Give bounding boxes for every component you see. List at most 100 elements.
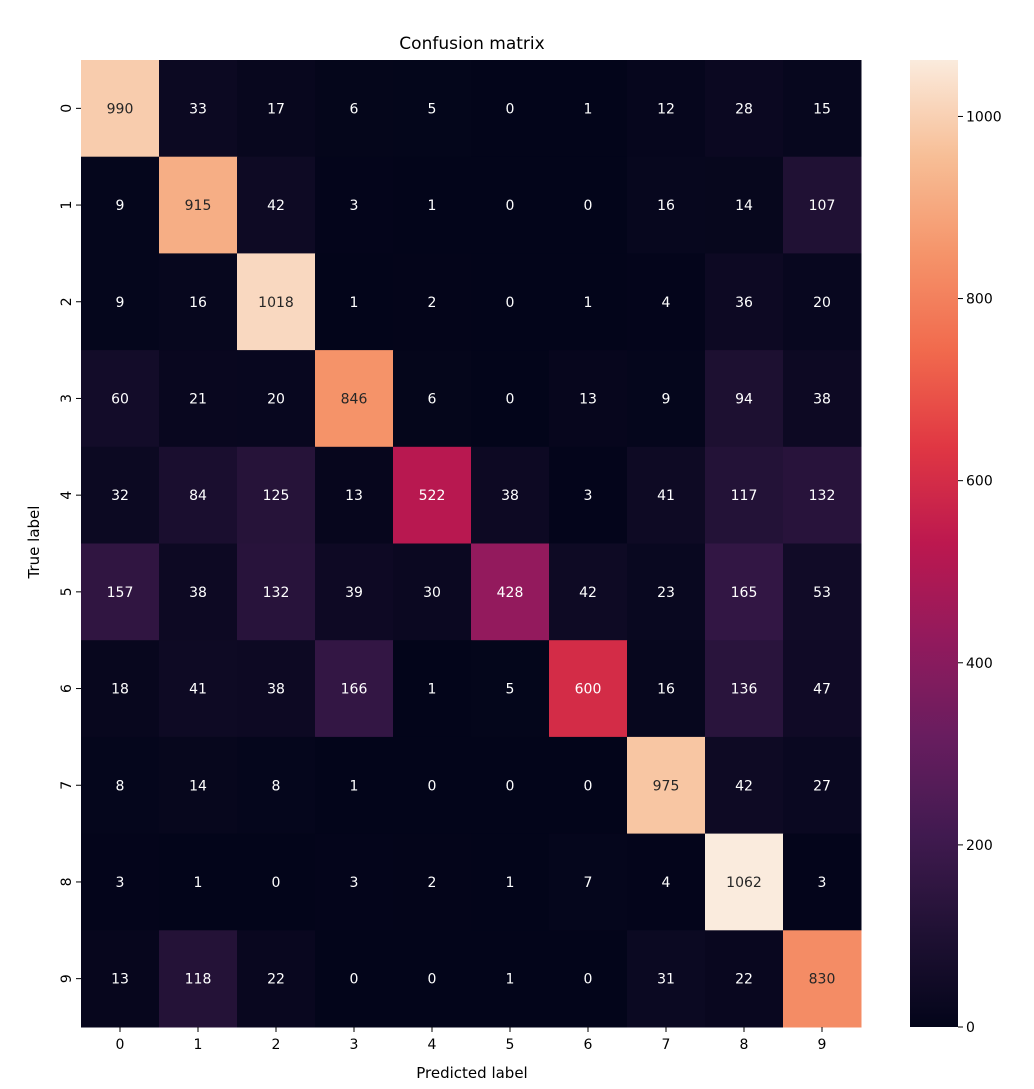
cell-value-label: 0 [584,198,593,214]
y-axis-ticks: 0 1 2 3 4 5 6 7 8 9 [59,104,81,983]
cell-value-label: 15 [813,101,831,117]
cell-value-label: 0 [350,972,359,988]
cell-value-label: 38 [501,488,519,504]
heatmap-cell [705,736,784,835]
heatmap-cell [783,446,862,544]
cell-value-label: 846 [341,391,368,407]
cell-value-label: 0 [506,295,515,311]
heatmap-cell [159,640,238,738]
x-tick-label: 7 [662,1037,671,1053]
cell-value-label: 428 [497,585,524,601]
cell-value-label: 36 [735,295,753,311]
heatmap-cell [627,640,706,738]
cell-value-label: 1 [584,295,593,311]
cell-value-label: 0 [506,198,515,214]
heatmap-cell [159,930,238,1028]
cell-value-label: 1062 [726,875,762,891]
heatmap-cell [627,350,706,448]
cell-value-label: 1 [350,778,359,794]
heatmap-cell [549,60,628,158]
heatmap-cell [549,253,628,351]
cell-value-label: 4 [662,295,671,311]
heatmap-cell [705,253,784,351]
heatmap-cell [393,930,472,1028]
heatmap-cell [705,446,784,544]
heatmap-cell [393,543,472,641]
colorbar-ticks: 0 200 400 600 800 1000 [958,109,1002,1036]
heatmap-cell [159,350,238,448]
cell-value-label: 12 [657,101,675,117]
cell-value-label: 830 [809,972,836,988]
x-tick-label: 5 [506,1037,515,1053]
cell-value-label: 18 [111,682,129,698]
heatmap-cell [471,543,550,641]
cell-value-label: 6 [428,391,437,407]
heatmap-cell [471,736,550,835]
heatmap-cell [783,60,862,158]
cell-value-label: 1018 [258,295,294,311]
heatmap-cell [471,930,550,1028]
cell-value-label: 1 [428,682,437,698]
cell-value-label: 0 [428,778,437,794]
heatmap-cell [705,930,784,1028]
cell-value-label: 21 [189,391,207,407]
heatmap-cell [783,253,862,351]
heatmap-cell [549,350,628,448]
heatmap-cell [471,833,550,931]
cell-value-label: 0 [506,391,515,407]
heatmap-cell [471,446,550,544]
y-tick-label: 7 [59,781,75,790]
heatmap-cell [81,156,160,254]
cell-value-label: 3 [116,875,125,891]
colorbar-tick-label: 1000 [966,109,1002,125]
heatmap-cell [627,930,706,1028]
colorbar [910,60,958,1027]
cell-value-label: 0 [584,778,593,794]
heatmap-cell [471,350,550,448]
cell-value-label: 3 [350,875,359,891]
cell-value-label: 2 [428,875,437,891]
cell-value-label: 6 [350,101,359,117]
cell-value-label: 23 [657,585,675,601]
heatmap-cell [81,253,160,351]
y-tick-label: 9 [59,974,75,983]
heatmap-cell [393,350,472,448]
heatmap-cell [705,640,784,738]
cell-value-label: 20 [813,295,831,311]
heatmap-cell [237,446,316,544]
cell-value-label: 1 [506,972,515,988]
heatmap-cell [237,640,316,738]
cell-value-label: 107 [809,198,836,214]
cell-value-label: 5 [428,101,437,117]
cell-value-label: 125 [263,488,290,504]
heatmap-cell [159,156,238,254]
cell-value-label: 38 [267,682,285,698]
heatmap-cell [237,833,316,931]
heatmap-cell [549,736,628,835]
heatmap-cell [627,253,706,351]
cell-value-label: 32 [111,488,129,504]
cell-value-label: 8 [116,778,125,794]
heatmap-cell [549,640,628,738]
x-tick-label: 4 [428,1037,437,1053]
x-axis-label: Predicted label [416,1064,527,1082]
y-tick-label: 3 [59,394,75,403]
cell-value-label: 16 [657,198,675,214]
cell-value-label: 1 [194,875,203,891]
cell-value-label: 166 [341,682,368,698]
cell-value-label: 53 [813,585,831,601]
cell-value-label: 9 [662,391,671,407]
cell-value-label: 84 [189,488,207,504]
cell-value-label: 600 [575,682,602,698]
cell-value-label: 27 [813,778,831,794]
cell-value-label: 5 [506,682,515,698]
colorbar-tick-label: 600 [966,474,993,490]
cell-value-label: 1 [428,198,437,214]
cell-value-label: 132 [263,585,290,601]
cell-value-label: 1 [350,295,359,311]
heatmap-cell [705,350,784,448]
heatmap-cell [315,930,394,1028]
heatmap-cell [159,446,238,544]
